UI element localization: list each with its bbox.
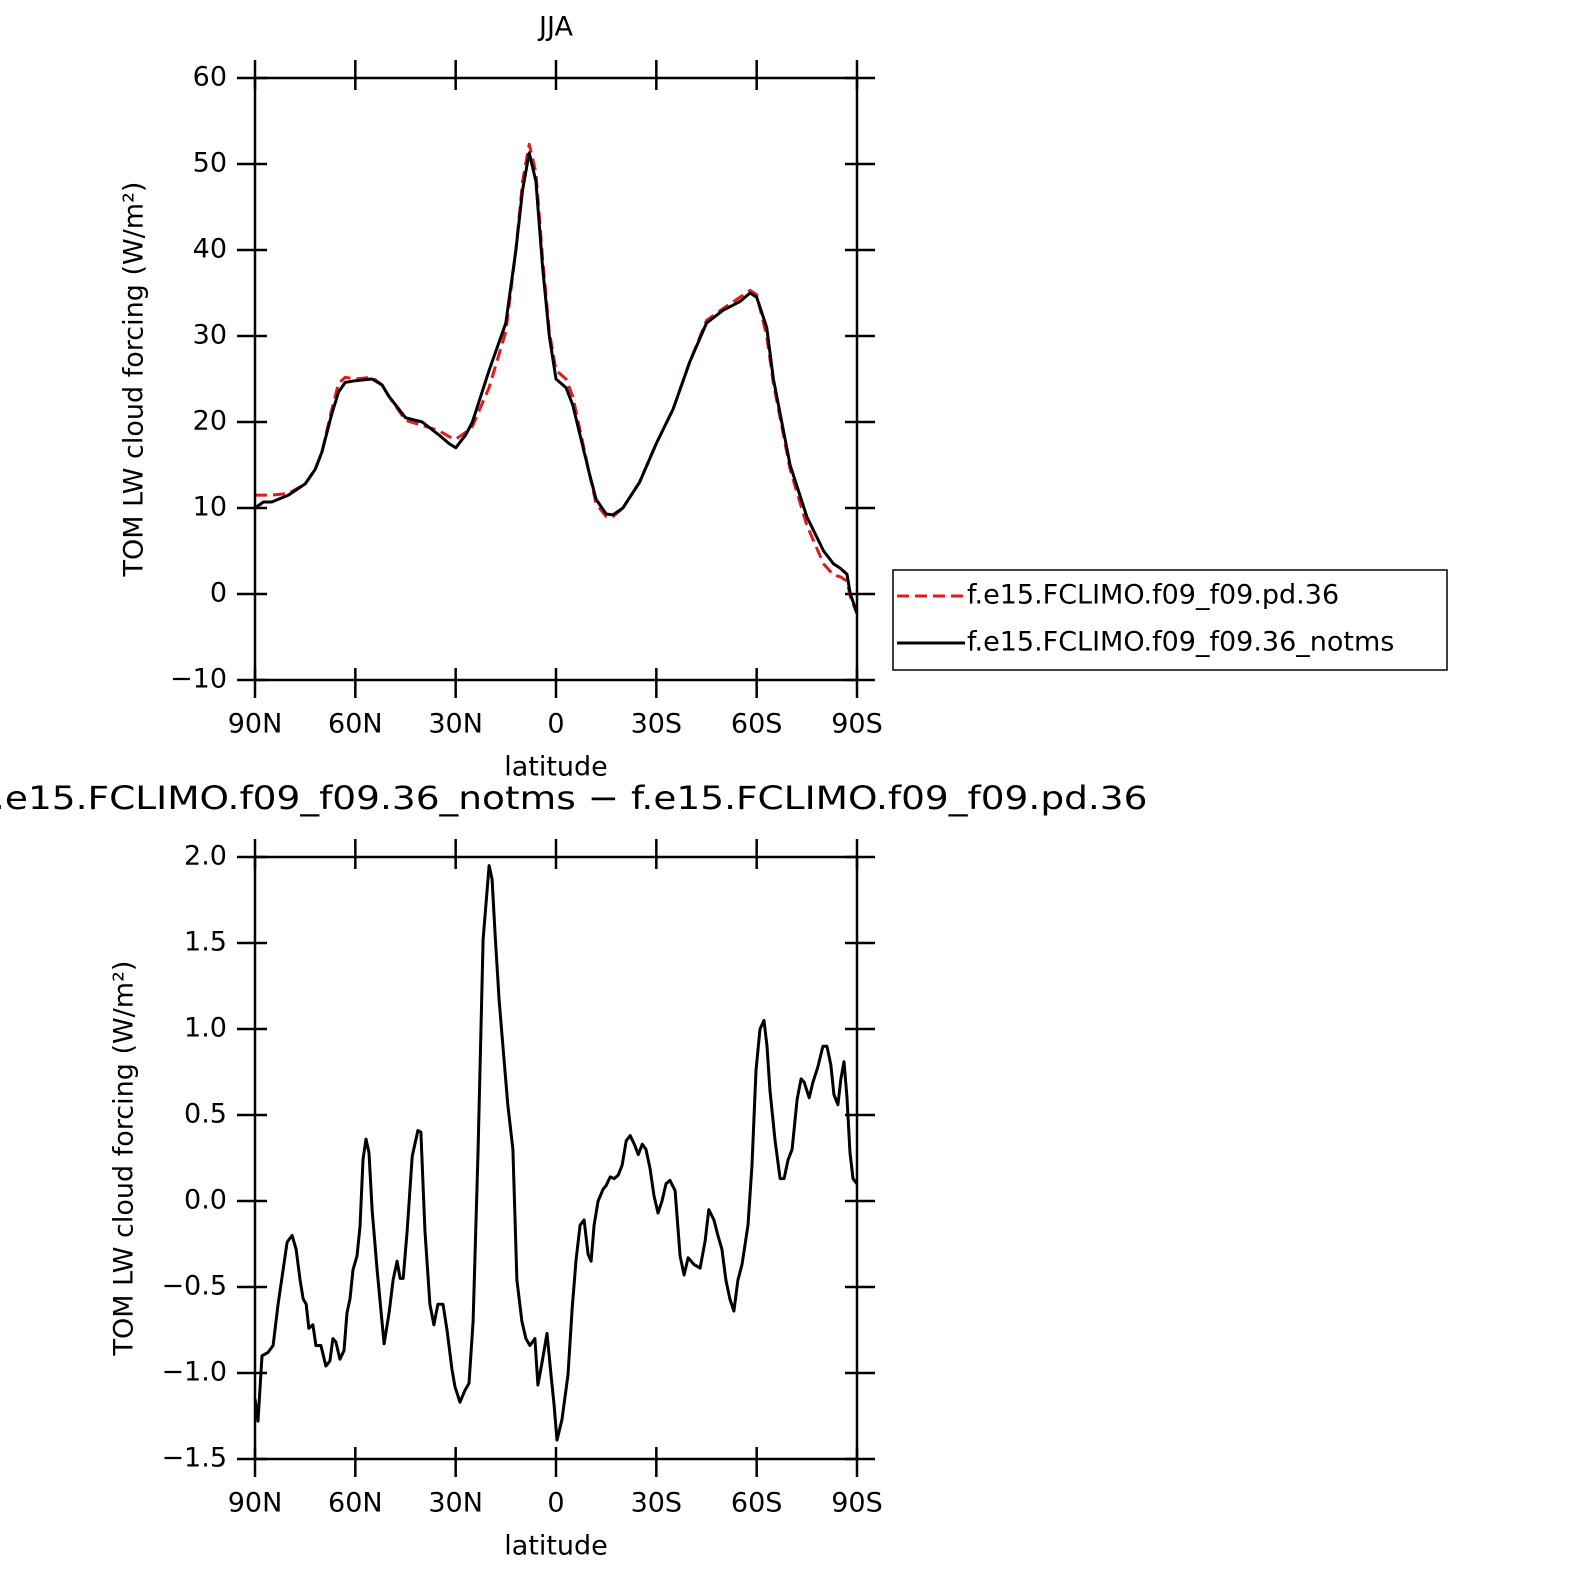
legend-label: f.e15.FCLIMO.f09_f09.pd.36 (967, 580, 1339, 611)
x-tick-label: 90S (831, 709, 883, 740)
y-tick-label: −0.5 (161, 1271, 227, 1302)
x-tick-label: 60N (328, 1488, 383, 1519)
legend-box (892, 569, 1448, 671)
x-axis-label: latitude (504, 1531, 608, 1562)
y-tick-label: 1.0 (184, 1013, 227, 1044)
x-tick-label: 0 (547, 709, 564, 740)
y-tick-label: 2.0 (184, 841, 227, 872)
y-tick-label: 0.5 (184, 1099, 227, 1130)
y-tick-label: 1.5 (184, 927, 227, 958)
x-tick-label: 30N (428, 1488, 483, 1519)
y-tick-label: −1.0 (161, 1357, 227, 1388)
y-tick-label: 30 (193, 320, 227, 351)
y-tick-label: −10 (170, 664, 227, 695)
x-tick-label: 90S (831, 1488, 883, 1519)
x-tick-label: 0 (547, 1488, 564, 1519)
x-tick-label: 90N (228, 1488, 283, 1519)
x-tick-label: 30S (631, 1488, 683, 1519)
y-tick-label: 50 (193, 148, 227, 179)
legend-label: f.e15.FCLIMO.f09_f09.36_notms (967, 627, 1394, 658)
chart-title: JJA (537, 12, 573, 43)
plot-frame (253, 855, 859, 1461)
x-tick-label: 60S (731, 1488, 783, 1519)
x-tick-label: 60S (731, 709, 783, 740)
y-tick-label: 0.0 (184, 1185, 227, 1216)
y-axis-label: TOM LW cloud forcing (W/m²) (119, 182, 150, 578)
y-tick-label: 10 (193, 492, 227, 523)
y-tick-label: 20 (193, 406, 227, 437)
data-line (253, 864, 859, 1442)
plot-frame (253, 76, 859, 682)
x-tick-label: 90N (228, 709, 283, 740)
x-axis-label: latitude (504, 752, 608, 783)
x-tick-label: 30S (631, 709, 683, 740)
x-tick-label: 30N (428, 709, 483, 740)
data-line (254, 151, 859, 614)
y-axis-label: TOM LW cloud forcing (W/m²) (109, 961, 140, 1357)
y-tick-label: −1.5 (161, 1443, 227, 1474)
y-tick-label: 0 (210, 578, 227, 609)
chart-title: f.e15.FCLIMO.f09_f09.36_notms − f.e15.FC… (0, 779, 1148, 817)
x-tick-label: 60N (328, 709, 383, 740)
y-tick-label: 40 (193, 234, 227, 265)
y-tick-label: 60 (193, 62, 227, 93)
